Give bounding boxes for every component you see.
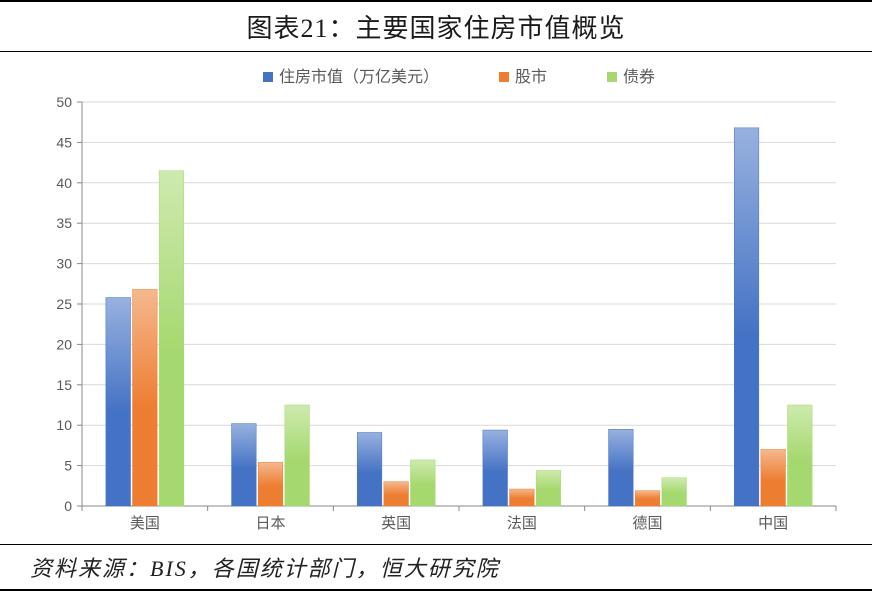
bar — [662, 478, 687, 506]
svg-text:日本: 日本 — [255, 515, 285, 532]
svg-text:45: 45 — [56, 134, 72, 150]
source-row: 资料来源：BIS，各国统计部门，恒大研究院 — [0, 544, 872, 591]
svg-text:中国: 中国 — [758, 515, 788, 532]
bar — [635, 491, 660, 506]
svg-text:5: 5 — [64, 458, 72, 474]
chart-title-row: 图表21：主要国家住房市值概览 — [0, 0, 872, 52]
bar — [384, 482, 409, 506]
svg-text:30: 30 — [56, 256, 72, 272]
legend-marker — [607, 72, 617, 82]
chart-container: 图表21：主要国家住房市值概览 0 5 10 15 20 25 30 35 40 45 50 美国 日本… — [0, 0, 872, 602]
bar — [258, 462, 283, 506]
svg-text:25: 25 — [56, 296, 72, 312]
svg-text:10: 10 — [56, 417, 72, 433]
svg-text:德国: 德国 — [632, 514, 662, 532]
bar — [106, 298, 131, 506]
svg-text:20: 20 — [56, 336, 72, 352]
svg-text:40: 40 — [56, 175, 72, 191]
bar — [159, 171, 184, 506]
bar — [357, 432, 382, 506]
legend-marker — [499, 72, 509, 82]
bar-chart-svg: 0 5 10 15 20 25 30 35 40 45 50 美国 日本 英国 法国 德国 中国 住房市值（万亿美… — [26, 64, 846, 544]
bar — [285, 405, 310, 506]
bar — [510, 489, 535, 506]
svg-text:15: 15 — [56, 377, 72, 393]
svg-text:35: 35 — [56, 215, 72, 231]
legend-marker — [263, 72, 273, 82]
bar — [609, 429, 634, 506]
legend-label: 住房市值（万亿美元） — [279, 68, 439, 86]
svg-text:美国: 美国 — [130, 515, 160, 532]
bar — [483, 430, 508, 506]
svg-text:法国: 法国 — [507, 515, 537, 532]
bar — [410, 460, 435, 506]
legend-label: 债券 — [623, 68, 655, 86]
bar — [232, 424, 257, 506]
chart-title: 图表21：主要国家住房市值概览 — [246, 14, 625, 43]
bar — [133, 289, 158, 506]
bar — [761, 449, 786, 506]
source-text: 资料来源：BIS，各国统计部门，恒大研究院 — [30, 556, 500, 581]
svg-text:50: 50 — [56, 94, 72, 110]
svg-text:英国: 英国 — [381, 514, 411, 532]
chart-area: 0 5 10 15 20 25 30 35 40 45 50 美国 日本 英国 法国 德国 中国 住房市值（万亿美… — [26, 64, 846, 544]
bar — [536, 470, 561, 506]
svg-text:0: 0 — [64, 498, 72, 514]
legend-label: 股市 — [515, 68, 547, 86]
bar — [734, 128, 759, 506]
bar — [787, 405, 812, 506]
